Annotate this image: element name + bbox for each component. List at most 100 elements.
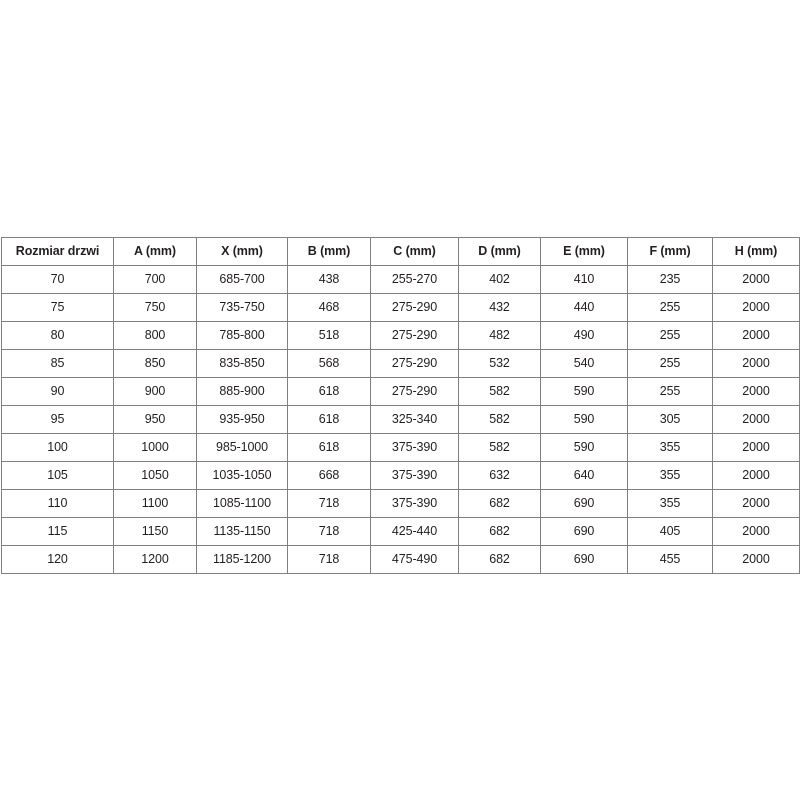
cell-f: 255 [627, 349, 713, 378]
cell-a: 1000 [113, 433, 197, 462]
cell-c: 375-390 [370, 461, 459, 490]
cell-d: 432 [458, 293, 541, 322]
cell-a: 1200 [113, 545, 197, 574]
cell-c: 255-270 [370, 265, 459, 294]
cell-size: 110 [1, 489, 114, 518]
table-row: 110 1100 1085-1100 718 375-390 682 690 3… [1, 489, 800, 518]
cell-size: 105 [1, 461, 114, 490]
cell-b: 468 [287, 293, 371, 322]
cell-x: 1135-1150 [196, 517, 288, 546]
cell-f: 355 [627, 489, 713, 518]
cell-b: 438 [287, 265, 371, 294]
cell-x: 935-950 [196, 405, 288, 434]
cell-h: 2000 [712, 545, 800, 574]
cell-x: 1035-1050 [196, 461, 288, 490]
cell-e: 490 [540, 321, 628, 350]
cell-b: 718 [287, 489, 371, 518]
cell-c: 375-390 [370, 489, 459, 518]
cell-a: 750 [113, 293, 197, 322]
cell-e: 590 [540, 377, 628, 406]
cell-c: 475-490 [370, 545, 459, 574]
table-row: 85 850 835-850 568 275-290 532 540 255 2… [1, 349, 800, 378]
cell-f: 255 [627, 321, 713, 350]
cell-f: 355 [627, 461, 713, 490]
cell-size: 70 [1, 265, 114, 294]
cell-d: 582 [458, 377, 541, 406]
cell-x: 735-750 [196, 293, 288, 322]
cell-x: 1185-1200 [196, 545, 288, 574]
table-body: 70 700 685-700 438 255-270 402 410 235 2… [1, 265, 800, 574]
column-header-c: C (mm) [370, 237, 459, 266]
cell-f: 355 [627, 433, 713, 462]
table-header: Rozmiar drzwi A (mm) X (mm) B (mm) C (mm… [1, 237, 800, 266]
column-header-f: F (mm) [627, 237, 713, 266]
cell-size: 90 [1, 377, 114, 406]
column-header-h: H (mm) [712, 237, 800, 266]
column-header-b: B (mm) [287, 237, 371, 266]
cell-x: 835-850 [196, 349, 288, 378]
cell-x: 685-700 [196, 265, 288, 294]
column-header-d: D (mm) [458, 237, 541, 266]
cell-e: 640 [540, 461, 628, 490]
door-size-specification-table: Rozmiar drzwi A (mm) X (mm) B (mm) C (mm… [1, 237, 800, 574]
cell-f: 235 [627, 265, 713, 294]
cell-d: 582 [458, 433, 541, 462]
cell-f: 305 [627, 405, 713, 434]
cell-h: 2000 [712, 489, 800, 518]
table-row: 75 750 735-750 468 275-290 432 440 255 2… [1, 293, 800, 322]
table-row: 80 800 785-800 518 275-290 482 490 255 2… [1, 321, 800, 350]
cell-size: 115 [1, 517, 114, 546]
cell-b: 668 [287, 461, 371, 490]
cell-e: 590 [540, 433, 628, 462]
cell-e: 590 [540, 405, 628, 434]
cell-b: 618 [287, 433, 371, 462]
cell-d: 682 [458, 517, 541, 546]
cell-d: 582 [458, 405, 541, 434]
cell-a: 1050 [113, 461, 197, 490]
cell-a: 850 [113, 349, 197, 378]
cell-e: 540 [540, 349, 628, 378]
table-row: 90 900 885-900 618 275-290 582 590 255 2… [1, 377, 800, 406]
table-row: 100 1000 985-1000 618 375-390 582 590 35… [1, 433, 800, 462]
column-header-a: A (mm) [113, 237, 197, 266]
cell-a: 800 [113, 321, 197, 350]
cell-e: 690 [540, 545, 628, 574]
cell-size: 100 [1, 433, 114, 462]
cell-x: 985-1000 [196, 433, 288, 462]
cell-f: 255 [627, 293, 713, 322]
cell-e: 690 [540, 517, 628, 546]
cell-b: 718 [287, 517, 371, 546]
cell-d: 482 [458, 321, 541, 350]
cell-a: 1150 [113, 517, 197, 546]
table-row: 70 700 685-700 438 255-270 402 410 235 2… [1, 265, 800, 294]
cell-size: 95 [1, 405, 114, 434]
cell-h: 2000 [712, 405, 800, 434]
cell-e: 690 [540, 489, 628, 518]
table-header-row: Rozmiar drzwi A (mm) X (mm) B (mm) C (mm… [1, 237, 800, 266]
cell-size: 80 [1, 321, 114, 350]
cell-c: 325-340 [370, 405, 459, 434]
column-header-rozmiar-drzwi: Rozmiar drzwi [1, 237, 114, 266]
cell-x: 1085-1100 [196, 489, 288, 518]
cell-h: 2000 [712, 461, 800, 490]
cell-b: 718 [287, 545, 371, 574]
cell-x: 785-800 [196, 321, 288, 350]
cell-e: 410 [540, 265, 628, 294]
column-header-e: E (mm) [540, 237, 628, 266]
cell-size: 120 [1, 545, 114, 574]
cell-f: 255 [627, 377, 713, 406]
cell-a: 900 [113, 377, 197, 406]
cell-f: 455 [627, 545, 713, 574]
table-row: 95 950 935-950 618 325-340 582 590 305 2… [1, 405, 800, 434]
cell-c: 425-440 [370, 517, 459, 546]
column-header-x: X (mm) [196, 237, 288, 266]
cell-h: 2000 [712, 321, 800, 350]
cell-size: 85 [1, 349, 114, 378]
cell-c: 375-390 [370, 433, 459, 462]
cell-d: 532 [458, 349, 541, 378]
cell-c: 275-290 [370, 377, 459, 406]
specification-table-container: Rozmiar drzwi A (mm) X (mm) B (mm) C (mm… [1, 237, 800, 574]
cell-h: 2000 [712, 433, 800, 462]
cell-h: 2000 [712, 265, 800, 294]
cell-f: 405 [627, 517, 713, 546]
